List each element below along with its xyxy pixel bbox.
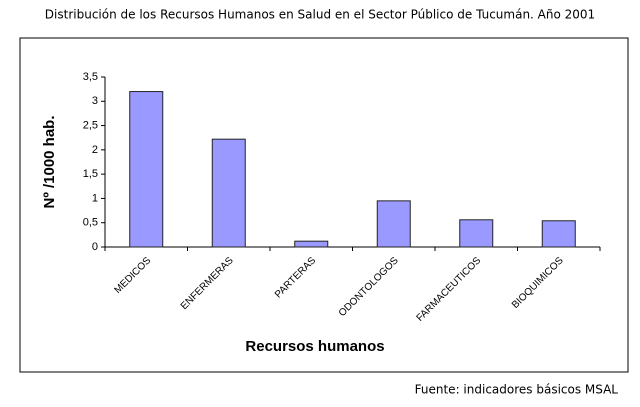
y-tick-label: 0 (92, 241, 98, 253)
y-axis-label: Nº /1000 hab. (41, 115, 58, 208)
x-tick-label: ODONTOLOGOS (337, 255, 401, 319)
x-tick-label: ENFERMERAS (179, 255, 236, 312)
bar (211, 138, 246, 248)
x-tick-label: FARMACEUTICOS (415, 255, 484, 324)
bar (129, 91, 164, 248)
x-tick-label: MEDICOS (112, 255, 153, 296)
source-note: Fuente: indicadores básicos MSAL (415, 383, 619, 397)
y-tick-label: 2,5 (83, 119, 98, 131)
x-axis-label: Recursos humanos (245, 338, 384, 355)
bar (294, 240, 329, 248)
y-tick-label: 2 (92, 144, 98, 156)
bar (376, 200, 411, 248)
chart-frame (19, 37, 629, 373)
chart-title: Distribución de los Recursos Humanos en … (45, 8, 595, 22)
y-tick-label: 0,5 (83, 217, 98, 229)
y-tick-label: 1 (92, 192, 98, 204)
y-tick-label: 3 (92, 95, 98, 107)
x-tick-label: PARTERAS (273, 255, 318, 300)
x-tick-label: BIOQUIMICOS (510, 255, 566, 311)
y-tick-label: 1,5 (83, 168, 98, 180)
y-tick-label: 3,5 (83, 71, 98, 83)
bar (541, 220, 576, 248)
bar (459, 219, 494, 248)
